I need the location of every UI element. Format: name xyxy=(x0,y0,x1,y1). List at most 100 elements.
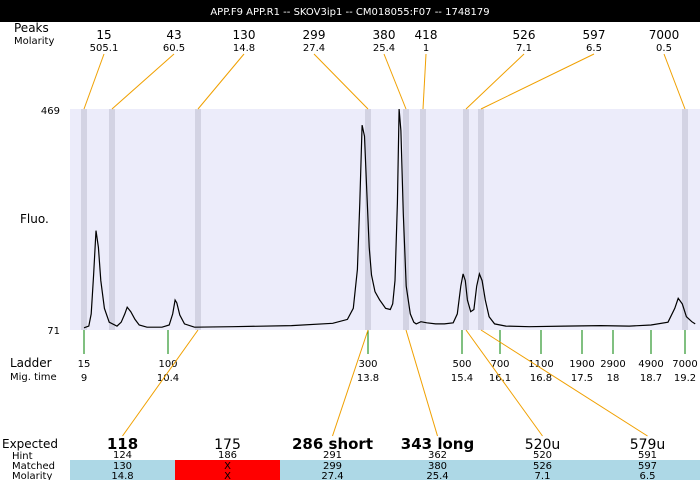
matched-value: 380 xyxy=(428,461,447,472)
peak-band xyxy=(109,109,115,330)
ladder-row-label: Ladder xyxy=(10,356,52,370)
expected-label: 175 xyxy=(214,437,241,453)
molarity-bottom-label: Molarity xyxy=(12,471,52,480)
title-bar xyxy=(0,0,700,22)
ladder-size-label: 15 xyxy=(78,359,91,370)
ladder-time-label: 18 xyxy=(607,373,620,384)
ladder-time-label: 16.1 xyxy=(489,373,511,384)
ladder-size-label: 1100 xyxy=(528,359,553,370)
missing-cell xyxy=(175,460,280,480)
y-max-label: 469 xyxy=(41,106,60,117)
ladder-size-label: 500 xyxy=(452,359,471,370)
ladder-time-label: 15.4 xyxy=(451,373,473,384)
peak-molarity-label: 14.8 xyxy=(233,43,255,54)
peak-molarity-label: 6.5 xyxy=(586,43,602,54)
peak-molarity-label: 505.1 xyxy=(90,43,119,54)
plot-area xyxy=(70,109,700,330)
ladder-size-label: 100 xyxy=(158,359,177,370)
expected-connector xyxy=(332,329,369,437)
expected-label: 118 xyxy=(107,435,138,453)
peak-band xyxy=(682,109,688,330)
expected-connector xyxy=(480,329,648,437)
matched-cell xyxy=(280,460,385,480)
matched-value: 526 xyxy=(533,461,552,472)
peak-molarity-label: 0.5 xyxy=(656,43,672,54)
ladder-time-label: 9 xyxy=(81,373,87,384)
peak-molarity-label: 7.1 xyxy=(516,43,532,54)
matched-value: 130 xyxy=(113,461,132,472)
ladder-size-label: 700 xyxy=(490,359,509,370)
migtime-row-label: Mig. time xyxy=(10,372,57,383)
ladder-size-label: 1900 xyxy=(569,359,594,370)
ladder-size-label: 300 xyxy=(358,359,377,370)
expected-label: 343 long xyxy=(401,435,474,453)
peak-connector xyxy=(83,53,105,110)
ladder-time-label: 17.5 xyxy=(571,373,593,384)
peak-connector xyxy=(313,53,369,110)
matched-value: 299 xyxy=(323,461,342,472)
ladder-size-label: 7000 xyxy=(672,359,697,370)
matched-value: X xyxy=(224,461,231,472)
molarity-value: 27.4 xyxy=(321,471,343,480)
expected-row-label: Expected xyxy=(2,437,58,451)
expected-label: 286 short xyxy=(292,435,373,453)
ladder-time-label: 13.8 xyxy=(357,373,379,384)
peaks-row-label: Peaks xyxy=(14,21,49,35)
peak-connector xyxy=(663,53,686,110)
fluorescence-trace xyxy=(83,108,696,329)
peak-connector xyxy=(480,53,595,110)
peak-size-label: 299 xyxy=(303,28,326,42)
peak-connector xyxy=(383,53,407,110)
molarity-value: 7.1 xyxy=(535,471,551,480)
ladder-time-label: 18.7 xyxy=(640,373,662,384)
matched-value: 597 xyxy=(638,461,657,472)
y-min-label: 71 xyxy=(47,326,60,337)
hint-value: 291 xyxy=(323,450,342,461)
expected-label: 579u xyxy=(630,437,666,453)
molarity-value: X xyxy=(224,471,231,480)
peak-connector xyxy=(111,53,175,110)
peak-size-label: 43 xyxy=(166,28,181,42)
peak-band xyxy=(195,109,201,330)
sample-title: APP.F9 APP.R1 -- SKOV3ip1 -- CM018055:F0… xyxy=(210,7,489,18)
peak-size-label: 130 xyxy=(233,28,256,42)
peak-band xyxy=(478,109,484,330)
molarity-value: 14.8 xyxy=(111,471,133,480)
peak-connector xyxy=(465,53,525,110)
matched-cell xyxy=(595,460,700,480)
peak-band xyxy=(420,109,426,330)
peak-size-label: 380 xyxy=(373,28,396,42)
molarity-row-label: Molarity xyxy=(14,36,54,47)
hint-value: 591 xyxy=(638,450,657,461)
peak-size-label: 526 xyxy=(513,28,536,42)
peak-size-label: 597 xyxy=(583,28,606,42)
peak-size-label: 7000 xyxy=(649,28,680,42)
expected-connector xyxy=(122,329,199,437)
peak-size-label: 15 xyxy=(96,28,111,42)
peak-band xyxy=(403,109,409,330)
ladder-time-label: 19.2 xyxy=(674,373,696,384)
peak-connector xyxy=(197,53,245,110)
peak-molarity-label: 25.4 xyxy=(373,43,395,54)
hint-value: 520 xyxy=(533,450,552,461)
molarity-value: 6.5 xyxy=(640,471,656,480)
expected-connector xyxy=(405,329,438,437)
expected-label: 520u xyxy=(525,437,561,453)
peak-band xyxy=(463,109,469,330)
peak-band xyxy=(81,109,87,330)
hint-value: 362 xyxy=(428,450,447,461)
peak-molarity-label: 27.4 xyxy=(303,43,325,54)
ladder-size-label: 2900 xyxy=(600,359,625,370)
matched-row-label: Matched xyxy=(12,461,55,472)
peak-size-label: 418 xyxy=(415,28,438,42)
molarity-value: 25.4 xyxy=(426,471,448,480)
matched-cell xyxy=(490,460,595,480)
ladder-time-label: 16.8 xyxy=(530,373,552,384)
ladder-size-label: 4900 xyxy=(638,359,663,370)
matched-cell xyxy=(385,460,490,480)
hint-value: 186 xyxy=(218,450,237,461)
matched-cell xyxy=(70,460,175,480)
peak-connector xyxy=(422,53,427,110)
peak-molarity-label: 60.5 xyxy=(163,43,185,54)
